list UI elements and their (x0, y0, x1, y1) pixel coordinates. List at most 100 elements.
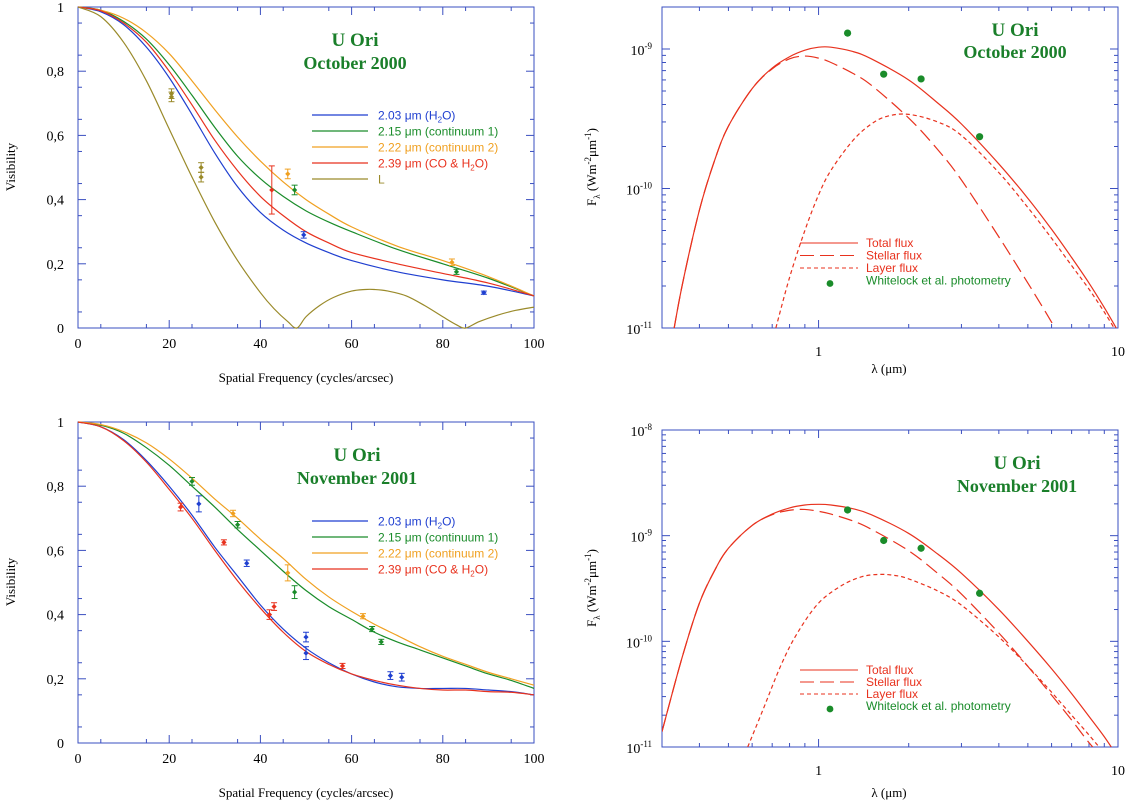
y-tick-label: 10-9 (631, 528, 653, 546)
legend-label: 2.03 μm (H2O) (378, 109, 455, 125)
data-point-cont2 (230, 509, 237, 518)
legend-item-cont1: 2.15 μm (continuum 1) (312, 531, 498, 545)
data-point-h2o (243, 559, 250, 567)
legend-item: Whitelock et al. photometry (826, 699, 1011, 713)
data-point-cont2 (284, 564, 291, 582)
point-marker (244, 560, 250, 566)
point-marker (303, 634, 309, 640)
point-marker (399, 674, 405, 680)
data-point-co (266, 609, 273, 620)
x-tick-label: 20 (162, 752, 176, 767)
data-points (843, 29, 984, 141)
data-point-co (339, 662, 346, 670)
y-tick-label: 0,6 (47, 129, 65, 144)
data-point-co (268, 165, 275, 215)
y-tick-label: 10-10 (626, 633, 652, 651)
legend-item-cont1: 2.15 μm (continuum 1) (312, 125, 498, 139)
point-marker (221, 539, 227, 545)
x-tick-label: 60 (345, 752, 359, 767)
y-tick-label: 10-9 (631, 41, 653, 59)
y-tick-label: 1 (57, 416, 64, 431)
y-axis-label: Fλ (Wm-2μm-1) (583, 128, 602, 206)
x-tick-label: 0 (75, 752, 82, 767)
point-marker (285, 171, 291, 177)
data-point-h2o (195, 495, 202, 513)
legend-item-h2o: 2.03 μm (H2O) (312, 109, 455, 125)
data-point-cont1 (291, 585, 298, 600)
data-point-lband (198, 171, 205, 183)
photometry-point (917, 544, 925, 552)
series-line-h2o (77, 6, 535, 297)
legend-item-h2o: 2.03 μm (H2O) (312, 515, 455, 531)
y-tick-label: 0,8 (47, 480, 65, 495)
series-line-cont2 (77, 421, 535, 686)
point-marker (387, 672, 393, 679)
y-tick-label: 1 (57, 1, 64, 16)
chart-subtitle: October 2000 (963, 42, 1066, 62)
data-point-co (177, 502, 184, 512)
point-marker (198, 174, 204, 180)
chart-subtitle: November 2001 (297, 468, 417, 488)
point-marker (369, 626, 375, 632)
data-point-cont1 (189, 477, 195, 486)
series-lines (662, 503, 1112, 747)
data-point-cont1 (453, 268, 460, 275)
point-marker (378, 639, 384, 645)
series-line-co (77, 6, 535, 297)
point-marker (168, 94, 175, 100)
y-tick-label: 0 (57, 322, 64, 337)
legend-label: 2.39 μm (CO & H2O) (378, 157, 488, 173)
plot-frame (661, 6, 1119, 329)
data-point-co (220, 539, 227, 546)
x-axis-label: Spatial Frequency (cycles/arcsec) (219, 785, 394, 800)
y-tick-label: 0,6 (47, 544, 65, 559)
data-point-lband (198, 162, 205, 173)
x-axis-label: λ (μm) (871, 785, 906, 800)
y-tick-label: 0,2 (47, 258, 65, 273)
legend-label: Whitelock et al. photometry (866, 699, 1011, 713)
x-tick-label: 100 (524, 337, 545, 352)
point-marker (481, 290, 487, 296)
point-marker (339, 663, 346, 669)
legend-label: 2.15 μm (continuum 1) (378, 125, 498, 139)
data-point-h2o (300, 231, 307, 239)
chart-title: U Ori (992, 20, 1039, 41)
data-points (168, 88, 487, 296)
series-line-cont1 (77, 6, 535, 297)
legend-label: Stellar flux (866, 249, 922, 263)
legend: 2.03 μm (H2O)2.15 μm (continuum 1) 2.22 μ… (312, 515, 498, 579)
y-axis-label: Visibility (3, 142, 18, 191)
data-point-cont2 (360, 613, 366, 620)
series-line-layer (775, 113, 1115, 328)
point-marker (235, 522, 241, 528)
legend-item-co: 2.39 μm (CO & H2O) (312, 157, 488, 173)
photometry-point (880, 536, 888, 545)
legend-item-cont2: 2.22 μm (continuum 2) (312, 141, 498, 155)
point-marker (230, 510, 236, 517)
legend-label: Stellar flux (866, 675, 922, 689)
y-tick-label: 0,4 (47, 194, 65, 209)
x-tick-label: 10 (1111, 764, 1125, 779)
series-line-cont2 (77, 6, 535, 297)
visibility-panel-oct-2000: 0 20 40 60 80 100 0 0,2 0,4 0,6 0,8 1 2.03 μm (H2O)… (3, 1, 545, 385)
point-marker (301, 232, 307, 238)
plot-frame (77, 6, 535, 329)
legend-label: 2.15 μm (continuum 1) (378, 531, 498, 545)
axis-ticks: 0 20 40 60 80 100 0 0,2 0,4 0,6 0,8 1 (47, 1, 545, 352)
x-tick-label: 40 (253, 752, 267, 767)
y-tick-label: 0,8 (47, 65, 65, 80)
point-marker (292, 187, 298, 193)
legend-item: Stellar flux (800, 675, 922, 689)
legend-label: Total flux (866, 236, 913, 250)
legend-label: Layer flux (866, 261, 918, 275)
legend-item: Total flux (800, 663, 913, 677)
point-marker (266, 612, 273, 618)
legend-label: 2.22 μm (continuum 2) (378, 547, 498, 561)
point-marker (269, 187, 275, 193)
legend-item-cont2: 2.22 μm (continuum 2) (312, 547, 498, 561)
plot-frame (77, 421, 535, 744)
x-axis-label: Spatial Frequency (cycles/arcsec) (219, 370, 394, 385)
data-point-cont1 (291, 184, 298, 196)
